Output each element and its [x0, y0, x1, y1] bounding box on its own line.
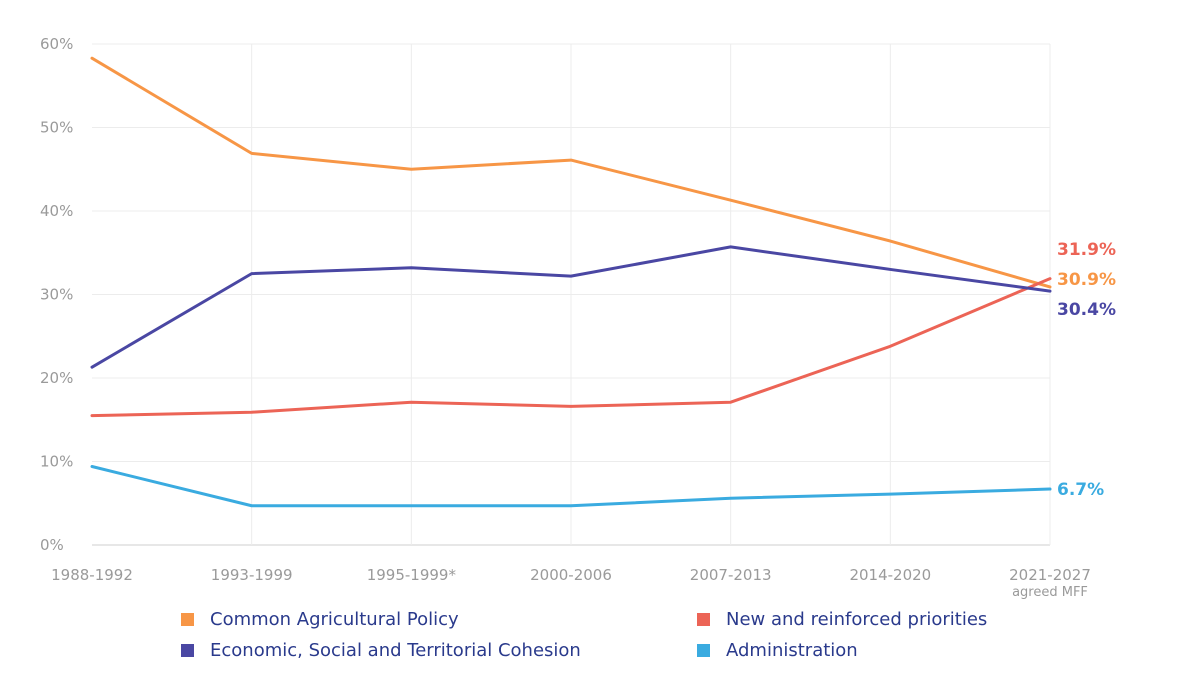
legend-swatch-priorities — [697, 612, 710, 626]
legend: Common Agricultural Policy New and reinf… — [0, 604, 1186, 674]
x-axis: 1988-1992 1993-1999 1995-1999* 2000-2006 200… — [51, 566, 1091, 600]
end-label: 30.4% — [1057, 300, 1116, 320]
y-tick-label: 10% — [40, 453, 73, 471]
series-line-common-agricultural-policy — [90, 56, 1052, 289]
y-tick-label: 40% — [40, 202, 73, 220]
x-tick-label: 2021-2027 — [1009, 566, 1091, 584]
line-chart: 0%10%20%30%40%50%60% 1988-1992 1993-1999 1… — [40, 35, 1116, 600]
x-tick-label: 1995-1999* — [367, 566, 457, 584]
series-line-administration — [90, 465, 1052, 508]
y-tick-label: 0% — [40, 536, 64, 554]
legend-item-cohesion: Economic, Social and Territorial Cohesio… — [181, 635, 581, 665]
end-label: 31.9% — [1057, 240, 1116, 260]
y-tick-label: 20% — [40, 369, 73, 387]
legend-swatch-administration — [697, 643, 710, 657]
x-tick-label: 1993-1999 — [211, 566, 293, 584]
x-tick-label: 2014-2020 — [849, 566, 931, 584]
legend-label-priorities: New and reinforced priorities — [726, 608, 988, 630]
y-tick-label: 50% — [40, 119, 73, 137]
series-lines — [90, 56, 1052, 508]
grid — [92, 43, 1051, 546]
end-label: 30.9% — [1057, 270, 1116, 290]
legend-label-administration: Administration — [726, 639, 858, 661]
x-tick-sublabel: agreed MFF — [1012, 585, 1088, 600]
x-tick-label: 2000-2006 — [530, 566, 612, 584]
legend-item-priorities: New and reinforced priorities — [697, 604, 987, 634]
y-tick-label: 30% — [40, 286, 73, 304]
y-axis: 0% 10% 20% 30% 40% 50% 60% — [40, 35, 73, 554]
end-label: 6.7% — [1057, 480, 1104, 500]
legend-label-cohesion: Economic, Social and Territorial Cohesio… — [210, 639, 581, 661]
series-line-economic-social-and-territorial-cohesion — [90, 245, 1052, 369]
legend-swatch-cohesion — [181, 643, 194, 657]
series-line-new-and-reinforced-priorities — [90, 277, 1052, 418]
end-labels: 31.9% 30.9% 30.4% 6.7% — [1057, 240, 1116, 500]
legend-swatch-cap — [181, 612, 194, 626]
x-tick-label: 1988-1992 — [51, 566, 133, 584]
legend-item-cap: Common Agricultural Policy — [181, 604, 459, 634]
x-tick-label: 2007-2013 — [690, 566, 772, 584]
y-tick-label: 60% — [40, 35, 73, 53]
legend-label-cap: Common Agricultural Policy — [210, 608, 459, 630]
legend-item-administration: Administration — [697, 635, 858, 665]
